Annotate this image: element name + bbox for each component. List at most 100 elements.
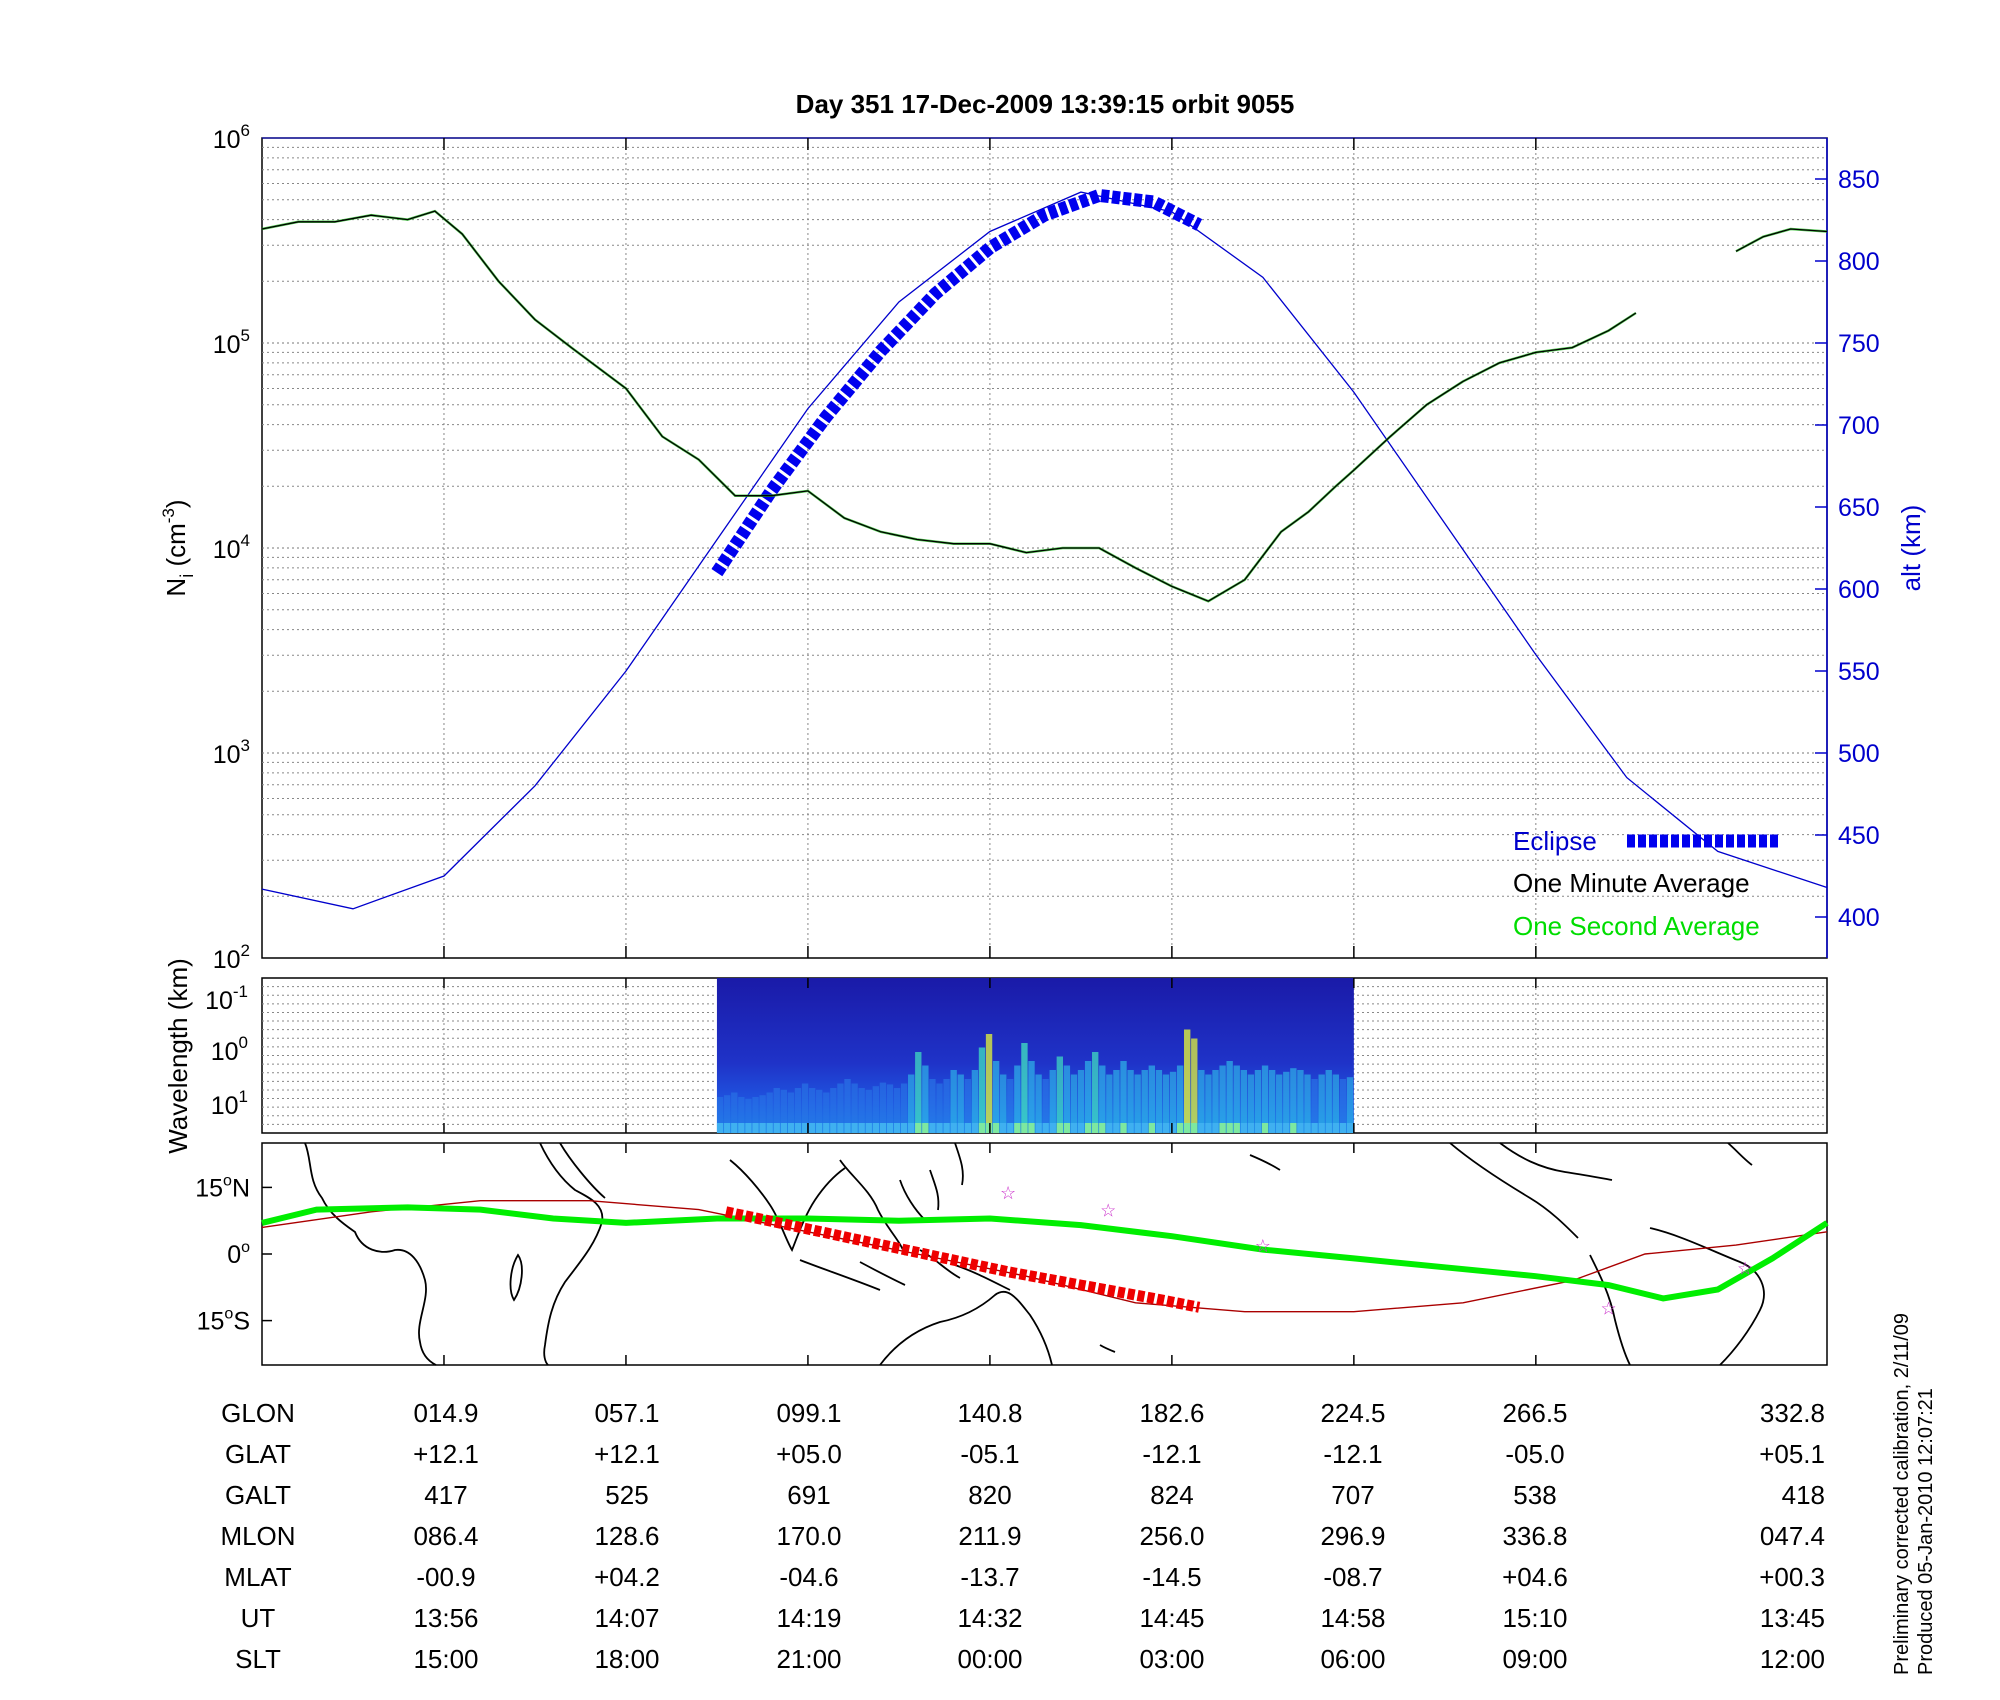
table-cell: -12.1	[1142, 1439, 1201, 1469]
spectrogram-column	[879, 1082, 887, 1133]
table-cell: 06:00	[1320, 1644, 1385, 1674]
table-cell: 418	[1782, 1480, 1825, 1510]
spectrogram-base	[992, 1123, 1000, 1133]
altitude-tick-label: 400	[1838, 904, 1880, 932]
spectrogram-base	[1127, 1123, 1134, 1133]
table-cell: 332.8	[1760, 1398, 1825, 1428]
altitude-tick-label: 750	[1838, 330, 1880, 358]
spectrogram-base	[929, 1123, 936, 1133]
spectrogram-column	[1191, 1038, 1198, 1133]
altitude-y-ticks: 400 450 500 550 600 650 700 750 800 850	[1815, 166, 1880, 932]
spectrogram-column	[1212, 1070, 1219, 1133]
spectrogram-column	[1318, 1074, 1325, 1133]
spectrogram-column	[1261, 1065, 1269, 1133]
coastlines	[304, 1142, 1765, 1366]
spectrogram-base	[1077, 1123, 1085, 1133]
density-y-label: Ni (cm-3)	[159, 499, 197, 596]
spectrogram-base	[957, 1123, 964, 1133]
map-y-tick-label: 15oN	[195, 1172, 250, 1202]
spectrogram-base	[1155, 1123, 1163, 1133]
spectrogram-column	[943, 1079, 950, 1133]
table-cell: 09:00	[1502, 1644, 1567, 1674]
spectrogram-column	[1092, 1052, 1099, 1133]
spectrogram-column	[724, 1095, 731, 1133]
legend: Eclipse One Minute Average One Second Av…	[1513, 826, 1780, 941]
table-cell: 13:45	[1760, 1603, 1825, 1633]
spectrogram-base	[908, 1123, 915, 1133]
spectrogram-column	[1084, 1061, 1092, 1133]
spectrogram-base	[1318, 1123, 1325, 1133]
spectrogram-column	[964, 1079, 972, 1133]
spectrogram-column	[1070, 1074, 1078, 1133]
table-cell: 099.1	[776, 1398, 841, 1428]
table-cell: 525	[605, 1480, 648, 1510]
spectrogram-column	[1247, 1074, 1255, 1133]
spectrogram-base	[900, 1123, 908, 1133]
spectrogram-y-ticks: 10-1 100 101	[205, 982, 248, 1120]
spectrogram-base	[808, 1123, 816, 1133]
spectrogram-column	[1226, 1061, 1233, 1133]
spectrogram-column	[1268, 1070, 1276, 1133]
spectrogram-column	[794, 1088, 802, 1133]
spectrogram-column	[1184, 1029, 1191, 1133]
spectrogram-column	[1304, 1074, 1311, 1133]
legend-eclipse: Eclipse	[1513, 826, 1597, 856]
table-cell: +12.1	[594, 1439, 660, 1469]
spectrogram-column	[992, 1061, 1000, 1133]
table-cell: 086.4	[413, 1521, 478, 1551]
altitude-tick-label: 700	[1838, 412, 1880, 440]
spectrogram-base	[872, 1123, 880, 1133]
star-icon: ☆	[1000, 1183, 1016, 1203]
spectrogram-base	[773, 1123, 780, 1133]
spectrogram-column	[1028, 1061, 1035, 1133]
spectrogram-column	[773, 1088, 780, 1133]
spectrogram-base	[731, 1123, 738, 1133]
table-cell: +04.2	[594, 1562, 660, 1592]
table-cell: -13.7	[960, 1562, 1019, 1592]
table-cell: +04.6	[1502, 1562, 1568, 1592]
spectrogram-column	[830, 1088, 837, 1133]
spectrogram-column	[1127, 1070, 1134, 1133]
spectrogram-column	[1332, 1074, 1339, 1133]
altitude-tick-label: 500	[1838, 740, 1880, 768]
y-tick-label: 102	[213, 941, 250, 974]
spectrogram-base	[1191, 1123, 1198, 1133]
spectrogram-base	[1184, 1123, 1191, 1133]
spectrogram-base	[844, 1123, 851, 1133]
spectrogram-column	[738, 1097, 745, 1133]
star-icon: ☆	[1100, 1201, 1116, 1221]
spectrogram-column	[900, 1083, 908, 1133]
spectrogram-column	[1007, 1079, 1014, 1133]
table-cell: 256.0	[1139, 1521, 1204, 1551]
spectrogram-base	[759, 1123, 766, 1133]
spectrogram-column	[808, 1088, 816, 1133]
spectrogram-column	[957, 1074, 964, 1133]
spectrogram-column	[1169, 1071, 1177, 1133]
spectrogram-base	[893, 1123, 901, 1133]
spectrogram-column	[816, 1089, 823, 1133]
map-y-tick-label: 0o	[227, 1239, 250, 1269]
spectrogram-column	[893, 1088, 901, 1133]
star-icon: ☆	[1601, 1298, 1617, 1318]
legend-one-second: One Second Average	[1513, 911, 1760, 941]
spectrogram-base	[1346, 1123, 1354, 1133]
star-icon: ☆	[1737, 1258, 1753, 1278]
spectrogram-base	[1254, 1123, 1262, 1133]
spectrogram-column	[858, 1088, 865, 1133]
table-cell: 14:58	[1320, 1603, 1385, 1633]
spectrogram-base	[915, 1123, 922, 1133]
table-cell: 296.9	[1320, 1521, 1385, 1551]
table-cell: +12.1	[413, 1439, 479, 1469]
density-grid	[262, 138, 1827, 958]
spectrogram-y-tick-label: 100	[211, 1033, 248, 1066]
spectrogram-column	[929, 1079, 936, 1133]
table-cell: 170.0	[776, 1521, 841, 1551]
table-cell: 18:00	[594, 1644, 659, 1674]
table-row-label: UT	[241, 1603, 276, 1633]
spectrogram-column	[1233, 1065, 1240, 1133]
spectrogram-column	[787, 1092, 795, 1133]
spectrogram-base	[879, 1123, 887, 1133]
spectrogram-column	[1120, 1061, 1127, 1133]
spectrogram-base	[964, 1123, 972, 1133]
ground-track-y-ticks: 15oN 0o 15oS	[195, 1172, 272, 1336]
